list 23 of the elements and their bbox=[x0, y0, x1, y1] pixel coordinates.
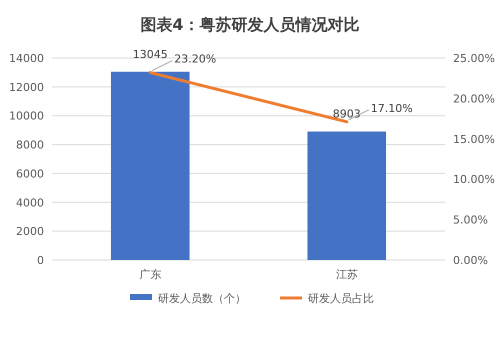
data-label: 23.20% bbox=[174, 52, 216, 66]
x-tick-label: 广东 bbox=[139, 268, 162, 281]
y2-tick-label: 10.00% bbox=[453, 173, 495, 186]
y2-tick-label: 15.00% bbox=[453, 132, 495, 146]
data-label: 8903 bbox=[332, 108, 361, 121]
y-tick-label: 14000 bbox=[9, 52, 44, 65]
chart-title: 图表4：粤苏研发人员情况对比 bbox=[140, 15, 360, 34]
y2-tick-label: 5.00% bbox=[453, 214, 488, 227]
legend-label: 研发人员数（个） bbox=[158, 292, 246, 305]
y-tick-label: 8000 bbox=[16, 138, 44, 152]
y2-tick-label: 25.00% bbox=[453, 52, 495, 65]
x-tick-label: 江苏 bbox=[336, 268, 358, 281]
data-label: 13045 bbox=[132, 48, 168, 61]
y-tick-label: 12000 bbox=[9, 80, 44, 94]
y-tick-label: 6000 bbox=[16, 167, 44, 180]
y-tick-label: 2000 bbox=[16, 225, 44, 238]
y2-tick-label: 0.00% bbox=[453, 254, 488, 267]
y-tick-label: 10000 bbox=[9, 110, 44, 123]
y2-tick-label: 20.00% bbox=[453, 92, 495, 106]
y-tick-label: 4000 bbox=[16, 196, 44, 210]
legend-label: 研发人员占比 bbox=[308, 292, 374, 305]
y-tick-label: 0 bbox=[37, 254, 44, 267]
data-label: 17.10% bbox=[370, 102, 413, 115]
